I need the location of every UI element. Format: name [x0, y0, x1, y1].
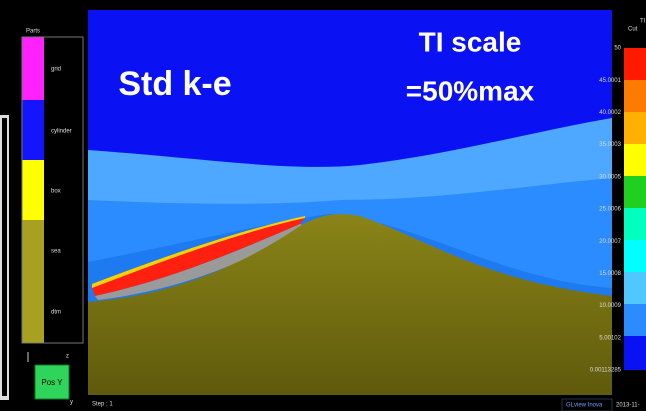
- colorbar-label: 30.0005: [599, 174, 621, 180]
- colorbar-label: 50: [614, 46, 621, 52]
- colorbar-swatch: [624, 48, 646, 80]
- axis-label: y: [70, 400, 73, 406]
- colorbar-swatch: [624, 144, 646, 176]
- colorbar-label: 45.0001: [599, 78, 621, 84]
- part-label[interactable]: sea: [51, 249, 61, 255]
- status-date: 2013-11-: [616, 403, 640, 409]
- viewer: Parts grid cylinder box sea dtm Std k-e …: [0, 0, 646, 411]
- colorbar-label: 40.0002: [599, 110, 621, 116]
- part-swatch: [22, 100, 44, 160]
- colorbar-swatch: [624, 304, 646, 336]
- part-swatch: [22, 160, 44, 220]
- colorbar-swatch: [624, 80, 646, 112]
- colorbar-label: 0.00113285: [590, 368, 622, 374]
- colorbar-label: 10.0009: [599, 303, 621, 309]
- side-strip-inner: [2, 118, 7, 396]
- colorbar-label: 25.0006: [599, 207, 621, 213]
- colorbar-swatch: [624, 176, 646, 208]
- status-step: Step : 1: [92, 402, 113, 408]
- colorbar-label: 20.0007: [599, 239, 621, 245]
- model-label: Std k-e: [118, 65, 231, 103]
- scale-label: TI scale: [419, 26, 522, 57]
- part-label[interactable]: dtm: [51, 310, 61, 316]
- screen: Parts grid cylinder box sea dtm Std k-e …: [0, 0, 646, 411]
- part-label[interactable]: cylinder: [51, 129, 72, 135]
- part-swatch: [22, 37, 44, 100]
- colorbar-label: 35.0003: [599, 142, 621, 148]
- colorbar-swatch: [624, 112, 646, 144]
- colorbar-label: 15.0008: [599, 271, 621, 277]
- axis-label: z: [66, 354, 69, 360]
- status-brand: GLview Inova: [566, 403, 603, 409]
- part-swatch: [22, 280, 44, 343]
- colorbar-swatch: [624, 336, 646, 370]
- part-label[interactable]: grid: [51, 67, 61, 73]
- colorbar-swatch: [624, 240, 646, 272]
- scale-label: =50%max: [406, 75, 535, 106]
- colorbar-header: TI: [640, 19, 646, 25]
- view-cube-label[interactable]: Pos Y: [41, 378, 63, 387]
- part-label[interactable]: box: [51, 189, 61, 195]
- colorbar-header: Cut: [628, 27, 638, 33]
- colorbar-label: 5.00102: [599, 335, 621, 341]
- colorbar-swatch: [624, 208, 646, 240]
- colorbar-swatch: [624, 272, 646, 304]
- parts-title: Parts: [26, 29, 40, 35]
- part-swatch: [22, 220, 44, 280]
